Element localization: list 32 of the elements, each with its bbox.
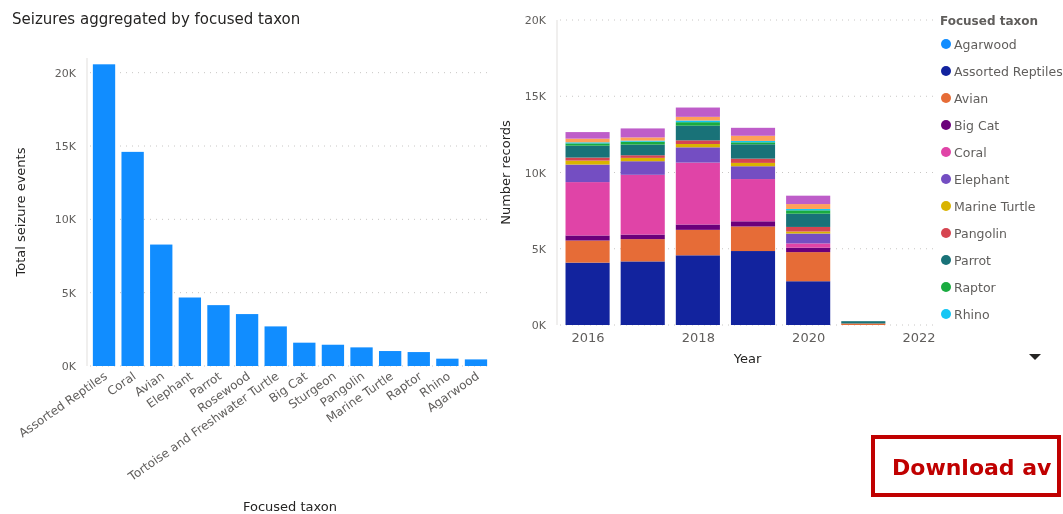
legend-label: Assorted Reptiles bbox=[954, 64, 1063, 79]
legend-label: Avian bbox=[954, 91, 989, 106]
legend-label: Parrot bbox=[954, 253, 992, 268]
y-tick-label: 0K bbox=[61, 360, 77, 374]
legend-label: Big Cat bbox=[954, 118, 1000, 133]
y-tick-label: 20K bbox=[54, 66, 77, 80]
x-axis-title: Focused taxon bbox=[242, 499, 338, 514]
x-tick-label: 2016 bbox=[571, 330, 605, 346]
y-tick-label: 15K bbox=[54, 140, 77, 154]
y-axis-title: Total seizure events bbox=[13, 147, 28, 278]
legend-label: Pangolin bbox=[954, 226, 1008, 241]
legend-label: Coral bbox=[954, 145, 987, 160]
x-tick-label: 2018 bbox=[681, 330, 715, 346]
legend-title: Focused taxon bbox=[940, 14, 1039, 28]
chart-title: Seizures aggregated by focused taxon bbox=[12, 10, 301, 28]
y-axis-title: Number records bbox=[498, 119, 513, 225]
y-tick-label: 10K bbox=[54, 213, 77, 227]
y-tick-label: 10K bbox=[524, 166, 547, 180]
y-tick-label: 5K bbox=[531, 242, 547, 256]
x-tick-label: 2022 bbox=[902, 330, 936, 346]
x-axis-title: Year bbox=[732, 351, 762, 366]
legend-label: Agarwood bbox=[954, 37, 1017, 52]
y-tick-label: 15K bbox=[524, 90, 547, 104]
legend-label: Elephant bbox=[954, 172, 1010, 187]
legend-label: Marine Turtle bbox=[954, 199, 1036, 214]
legend-label: Rhino bbox=[954, 307, 990, 322]
legend-label: Raptor bbox=[954, 280, 997, 295]
y-tick-label: 0K bbox=[531, 319, 547, 333]
x-tick-label: 2020 bbox=[792, 330, 826, 346]
y-tick-label: 5K bbox=[61, 286, 77, 300]
y-tick-label: 20K bbox=[524, 14, 547, 28]
text: Download av bbox=[892, 455, 1053, 480]
